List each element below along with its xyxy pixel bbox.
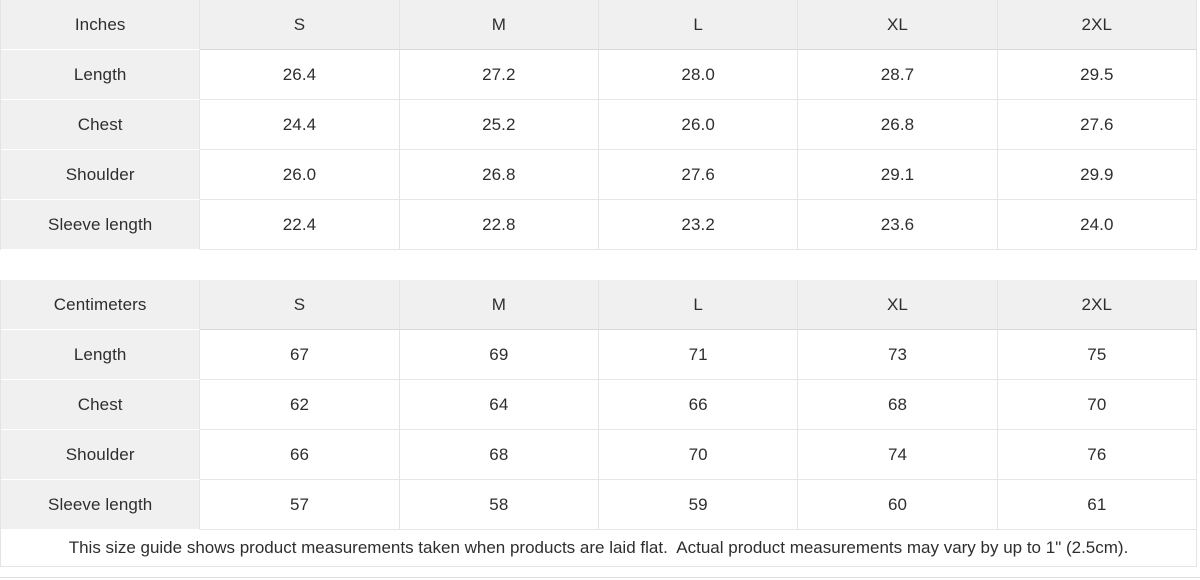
measurement-cell: 22.8 xyxy=(399,200,599,250)
measurement-cell: 60 xyxy=(798,480,998,530)
measurement-cell: 71 xyxy=(598,330,799,380)
row-label: Shoulder xyxy=(1,430,201,480)
measurement-cell: 27.6 xyxy=(598,150,799,200)
measurement-cell: 24.0 xyxy=(997,200,1197,250)
measurement-cell: 28.7 xyxy=(798,50,998,100)
row-label: Length xyxy=(1,50,201,100)
row-label: Length xyxy=(1,330,201,380)
measurement-cell: 73 xyxy=(798,330,998,380)
measurement-cell: 22.4 xyxy=(200,200,400,250)
measurement-cell: 59 xyxy=(598,480,799,530)
size-column-header: S xyxy=(200,0,400,50)
measurement-cell: 26.8 xyxy=(798,100,998,150)
measurement-cell: 67 xyxy=(200,330,400,380)
row-label: Chest xyxy=(1,100,201,150)
size-column-header: L xyxy=(598,280,799,330)
measurement-cell: 24.4 xyxy=(200,100,400,150)
measurement-cell: 68 xyxy=(798,380,998,430)
bottom-divider xyxy=(0,577,1200,578)
measurement-cell: 66 xyxy=(598,380,799,430)
row-label: Sleeve length xyxy=(1,480,201,530)
size-column-header: XL xyxy=(798,280,998,330)
size-column-header: L xyxy=(598,0,799,50)
inches-size-table: Inches S M L XL 2XL Length 26.4 27.2 28.… xyxy=(0,0,1197,250)
measurement-cell: 62 xyxy=(200,380,400,430)
measurement-cell: 69 xyxy=(399,330,599,380)
measurement-cell: 28.0 xyxy=(598,50,799,100)
measurement-cell: 76 xyxy=(997,430,1197,480)
measurement-cell: 66 xyxy=(200,430,400,480)
size-column-header: 2XL xyxy=(997,0,1197,50)
measurement-cell: 61 xyxy=(997,480,1197,530)
measurement-cell: 29.5 xyxy=(997,50,1197,100)
measurement-cell: 26.0 xyxy=(200,150,400,200)
table-gap xyxy=(0,250,1197,280)
row-label: Chest xyxy=(1,380,201,430)
measurement-cell: 74 xyxy=(798,430,998,480)
row-label: Shoulder xyxy=(1,150,201,200)
centimeters-size-table: Centimeters S M L XL 2XL Length 67 69 71… xyxy=(0,280,1197,530)
measurement-cell: 27.6 xyxy=(997,100,1197,150)
size-column-header: M xyxy=(399,0,599,50)
measurement-cell: 75 xyxy=(997,330,1197,380)
unit-header-cell: Inches xyxy=(1,0,201,50)
measurement-cell: 64 xyxy=(399,380,599,430)
measurement-cell: 57 xyxy=(200,480,400,530)
measurement-cell: 23.2 xyxy=(598,200,799,250)
measurement-cell: 23.6 xyxy=(798,200,998,250)
size-column-header: M xyxy=(399,280,599,330)
measurement-cell: 26.8 xyxy=(399,150,599,200)
size-column-header: 2XL xyxy=(997,280,1197,330)
measurement-cell: 70 xyxy=(997,380,1197,430)
measurement-cell: 58 xyxy=(399,480,599,530)
measurement-cell: 27.2 xyxy=(399,50,599,100)
measurement-cell: 70 xyxy=(598,430,799,480)
row-label: Sleeve length xyxy=(1,200,201,250)
unit-header-cell: Centimeters xyxy=(1,280,201,330)
size-column-header: XL xyxy=(798,0,998,50)
size-column-header: S xyxy=(200,280,400,330)
measurement-cell: 26.4 xyxy=(200,50,400,100)
measurement-cell: 29.1 xyxy=(798,150,998,200)
measurement-cell: 26.0 xyxy=(598,100,799,150)
measurement-cell: 29.9 xyxy=(997,150,1197,200)
measurement-cell: 68 xyxy=(399,430,599,480)
size-guide-disclaimer: This size guide shows product measuremen… xyxy=(0,530,1197,567)
measurement-cell: 25.2 xyxy=(399,100,599,150)
